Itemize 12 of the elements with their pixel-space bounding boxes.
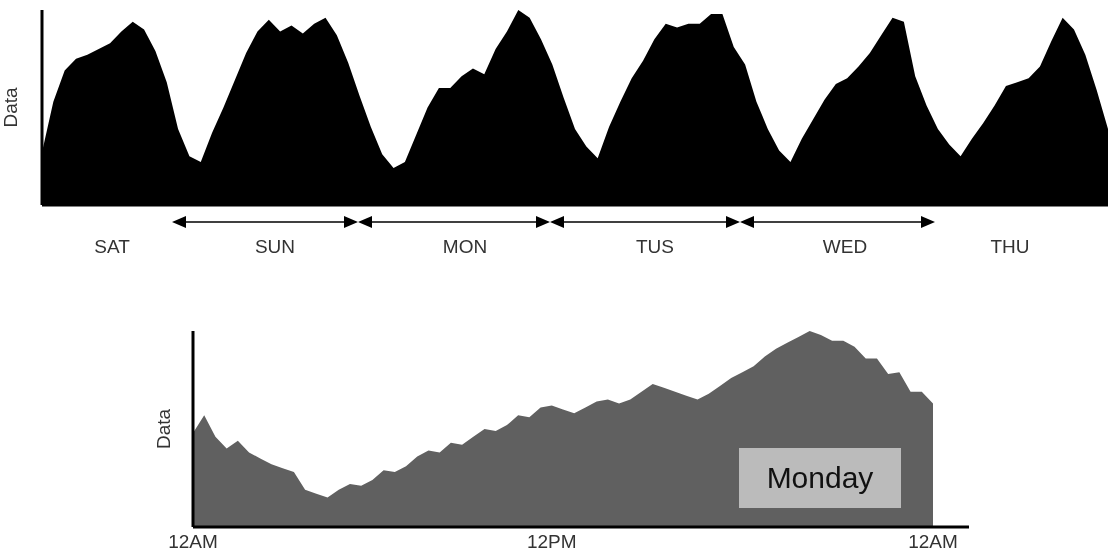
x-tick-label: 12AM: [168, 531, 218, 553]
text: SUN: [253, 236, 297, 258]
text: MON: [441, 236, 489, 258]
y-axis-title: Data: [152, 408, 174, 450]
annotation: Monday: [739, 448, 901, 508]
text: TUS: [635, 236, 675, 258]
text: WED: [821, 236, 869, 258]
x-tick-label: 12PM: [526, 531, 577, 553]
x-tick-label: 12AM: [908, 531, 958, 553]
y-axis-title: Data: [0, 87, 21, 128]
text: THU: [989, 236, 1031, 258]
text: SAT: [93, 236, 131, 258]
